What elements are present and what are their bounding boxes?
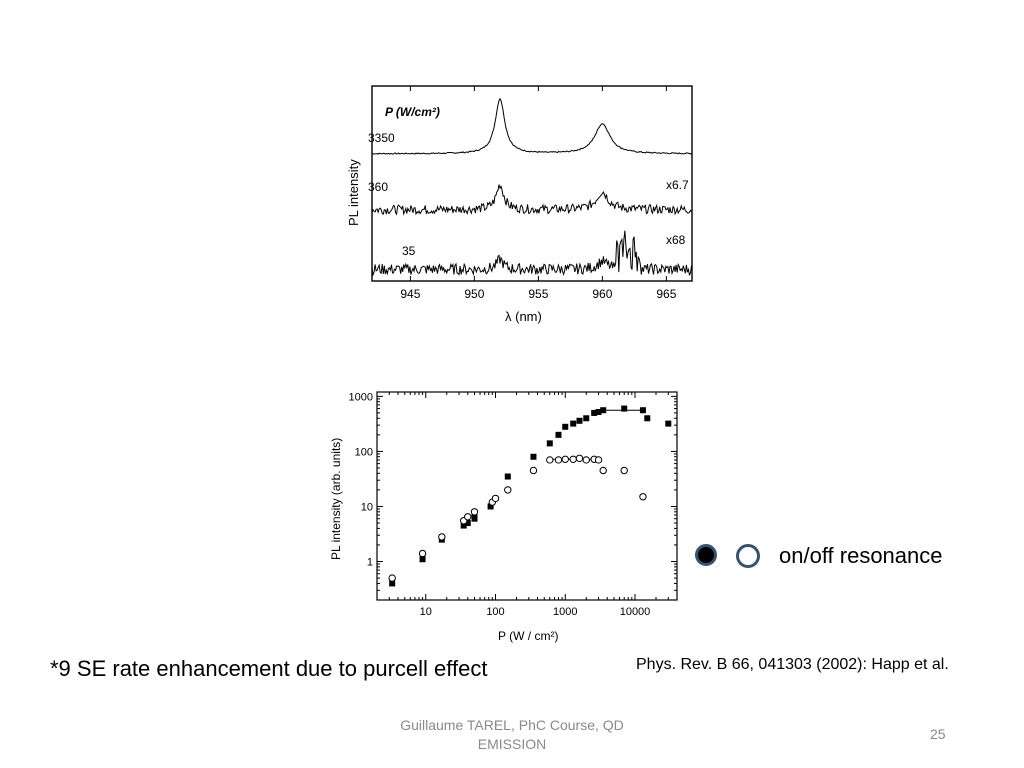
data-point-filled-square [530,453,537,460]
data-point-open-circle [546,456,554,464]
data-point-open-circle [575,454,584,462]
series-scale-35: x68 [666,233,686,247]
data-point-filled-square [504,473,511,480]
data-point-open-circle [599,466,607,475]
spectrum-trace-3350 [371,97,692,155]
spectra-legend-header: P (W/cm²) [385,105,440,119]
data-point-filled-square [595,408,602,415]
data-point-filled-square [591,409,598,416]
data-point-open-circle [491,494,500,503]
data-point-open-circle [504,486,512,494]
loglog-fit-lines [549,409,643,460]
spectra-traces [371,97,692,277]
series-label-360: 360 [368,180,388,194]
data-point-open-circle [554,456,563,464]
data-point-filled-square [576,417,583,424]
loglog-y-tick-label: 100 [355,446,373,458]
data-point-filled-square [562,423,569,430]
data-point-open-circle [561,455,569,463]
loglog-y-tick-label: 1 [367,557,373,569]
loglog-plot-border [376,391,678,601]
data-point-filled-square [389,580,396,587]
slide-caption: *9 SE rate enhancement due to purcell ef… [50,656,488,681]
loglog-tick-labels: 10 100 1000 10000 1 10 100 1000 [349,391,651,618]
data-point-open-circle [620,466,628,475]
data-point-filled-square [639,407,646,414]
spectra-frame [371,85,693,282]
data-point-filled-square [555,431,562,438]
data-point-filled-square [460,522,467,529]
spectra-x-tick-label: 955 [528,287,548,301]
data-point-open-circle [582,456,590,464]
spectra-x-tick-labels: 945 950 955 960 965 [400,287,676,301]
data-point-filled-square [583,415,590,422]
legend-open-circle-icon [736,544,760,568]
loglog-x-tick-label: 10 [420,606,432,618]
data-point-open-circle [639,493,647,501]
data-point-open-circle [438,533,446,541]
spectra-x-tick-label: 945 [400,287,420,301]
loglog-y-tick-label: 10 [361,501,373,513]
spectrum-trace-360 [371,184,692,216]
pl-power-chart: 10 100 1000 10000 1 10 100 1000 P (W / cm²) PL … [329,391,678,643]
legend-filled-circle-icon [695,544,717,566]
data-point-filled-square [600,407,607,414]
slide-number: 25 [930,726,946,742]
legend-text: on/off resonance [779,543,943,568]
loglog-x-axis-label: P (W / cm²) [498,629,558,643]
data-point-filled-square [570,420,577,427]
spectra-x-tick-label: 960 [592,287,612,301]
data-point-open-circle [464,513,472,521]
spectra-y-axis-label: PL intensity [346,159,361,226]
data-point-filled-square [621,405,628,412]
data-point-filled-square [546,440,553,447]
loglog-y-axis-label: PL intensity (arb. units) [329,438,343,560]
data-point-open-circle [418,549,427,558]
spectra-x-tick-label: 950 [464,287,484,301]
series-label-35: 35 [402,244,416,258]
data-point-open-circle [529,466,538,475]
series-label-3350: 3350 [368,131,395,145]
data-point-filled-square [464,520,471,527]
data-point-open-circle [388,574,396,582]
data-point-filled-square [665,420,672,427]
loglog-x-tick-label: 10000 [620,606,651,618]
loglog-x-tick-label: 1000 [553,606,577,618]
loglog-points [388,405,672,587]
loglog-frame [376,391,678,601]
series-scale-360: x6.7 [666,178,689,192]
loglog-y-tick-label: 1000 [349,391,373,403]
footer-author: Guillaume TAREL, PhC Course, QD EMISSION [400,717,624,752]
data-point-filled-square [487,503,494,510]
data-point-open-circle [470,508,479,516]
spectra-plot-border [371,85,693,282]
spectra-x-axis-label: λ (nm) [505,309,542,324]
pl-spectra-chart: P (W/cm²) 3350 360 x6.7 35 x68 945 950 955… [346,85,693,324]
data-point-open-circle [569,455,577,463]
data-point-filled-square [644,415,651,422]
spectrum-trace-35 [371,230,692,277]
data-point-open-circle [594,456,603,464]
data-point-filled-square [471,515,478,522]
loglog-x-tick-label: 100 [486,606,504,618]
citation: Phys. Rev. B 66, 041303 (2002): Happ et … [636,656,949,673]
data-point-filled-square [419,556,426,563]
spectra-x-tick-label: 965 [656,287,676,301]
